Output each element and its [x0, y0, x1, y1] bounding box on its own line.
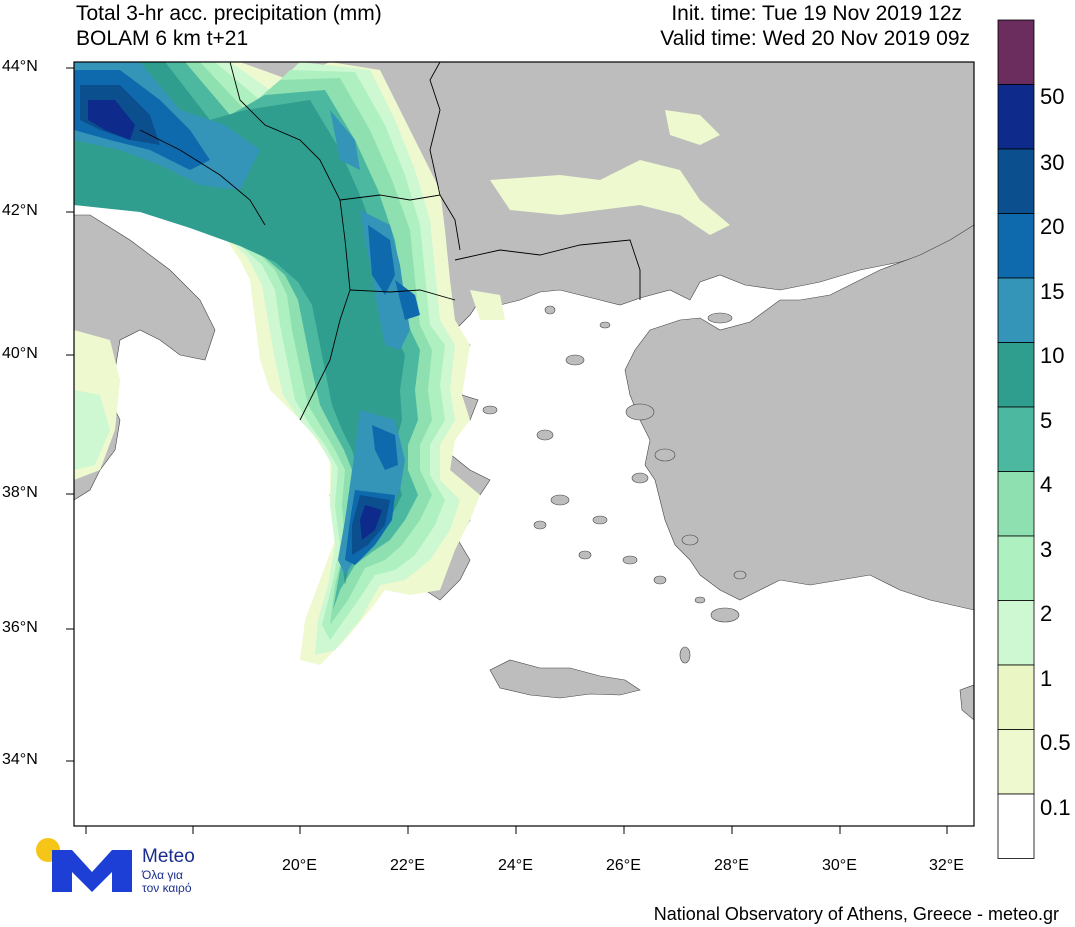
lat-label: 38°N — [2, 484, 38, 501]
island — [707, 312, 733, 324]
footer-credit: National Observatory of Athens, Greece -… — [653, 904, 1059, 924]
colorbar-swatch — [997, 793, 1035, 859]
lon-label: 24°E — [498, 857, 533, 874]
colorbar-label: 4 — [1040, 472, 1053, 497]
island — [599, 321, 611, 329]
island — [710, 607, 740, 623]
colorbar-label: 20 — [1040, 214, 1065, 239]
colorbar-swatch — [997, 471, 1035, 537]
colorbar-swatch — [997, 84, 1035, 150]
crete-land — [489, 659, 641, 699]
precipitation-field — [74, 62, 730, 665]
lon-label: 28°E — [714, 857, 749, 874]
island — [654, 448, 676, 462]
colorbar-swatch — [997, 277, 1035, 343]
logo-tagline-1: Όλα για — [142, 868, 183, 882]
lat-label: 44°N — [2, 58, 38, 75]
island — [550, 494, 570, 506]
island — [733, 570, 747, 580]
lat-tick-marks — [66, 67, 74, 762]
island — [631, 472, 649, 484]
island — [578, 550, 592, 560]
logo-tagline-2: τον καιρό — [142, 881, 192, 895]
lon-label: 22°E — [390, 857, 425, 874]
title-line2: BOLAM 6 km t+21 — [76, 27, 249, 50]
island — [681, 534, 699, 546]
colorbar-swatch — [997, 664, 1035, 730]
lon-label: 32°E — [929, 857, 964, 874]
colorbar-label: 10 — [1040, 343, 1065, 368]
lat-label: 40°N — [2, 345, 38, 362]
colorbar-swatch — [997, 213, 1035, 279]
anatolia-land — [624, 224, 974, 611]
colorbar-label: 15 — [1040, 279, 1065, 304]
island — [536, 429, 554, 441]
colorbar-swatch — [997, 535, 1035, 601]
island — [622, 555, 638, 565]
title-line1: Total 3-hr acc. precipitation (mm) — [76, 2, 382, 25]
colorbar-label: 3 — [1040, 537, 1053, 562]
lon-label: 30°E — [822, 857, 857, 874]
colorbar-swatch — [997, 600, 1035, 666]
colorbar-label: 0.5 — [1040, 730, 1071, 755]
colorbar-swatch — [997, 148, 1035, 214]
lon-label: 20°E — [282, 857, 317, 874]
island — [482, 405, 498, 415]
island — [625, 403, 655, 421]
colorbar-label: 2 — [1040, 601, 1053, 626]
lat-label: 34°N — [2, 751, 38, 768]
colorbar-label: 0.1 — [1040, 795, 1071, 820]
island — [544, 305, 556, 315]
island — [565, 354, 585, 366]
colorbar-swatch — [997, 19, 1035, 85]
country-borders — [139, 62, 641, 421]
colorbar-swatch — [997, 342, 1035, 408]
lon-label: 26°E — [606, 857, 641, 874]
colorbar-swatch — [997, 729, 1035, 795]
colorbar-label: 1 — [1040, 666, 1053, 691]
map-area — [74, 62, 974, 826]
island — [694, 596, 706, 604]
valid-time: Valid time: Wed 20 Nov 2019 09z — [660, 27, 970, 50]
init-time: Init. time: Tue 19 Nov 2019 12z — [671, 2, 962, 25]
logo-name: Meteo — [142, 846, 195, 867]
island — [592, 515, 608, 525]
meteo-logo — [36, 838, 132, 892]
map-frame — [73, 61, 975, 827]
colorbar-label: 5 — [1040, 408, 1053, 433]
logo-m-icon — [52, 850, 132, 892]
corner-land — [959, 684, 974, 721]
colorbar-swatch — [997, 406, 1035, 472]
colorbar-label: 50 — [1040, 84, 1065, 109]
lon-tick-marks — [85, 826, 948, 834]
island — [533, 520, 547, 530]
island — [679, 646, 691, 664]
island — [653, 575, 667, 585]
lat-label: 42°N — [2, 202, 38, 219]
colorbar — [997, 19, 1035, 859]
lat-label: 36°N — [2, 619, 38, 636]
colorbar-label: 30 — [1040, 150, 1065, 175]
